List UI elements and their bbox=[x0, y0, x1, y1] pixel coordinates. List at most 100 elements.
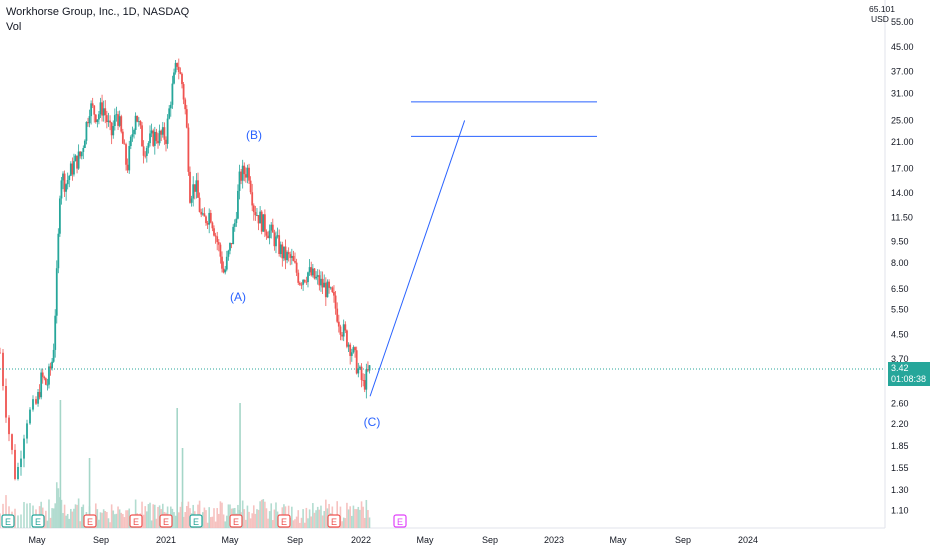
candle-body bbox=[347, 344, 350, 347]
candle-body bbox=[214, 235, 217, 237]
volume-bar bbox=[45, 510, 47, 528]
earnings-marker[interactable]: E bbox=[1, 514, 15, 528]
candle-body bbox=[324, 282, 327, 298]
volume-bar bbox=[115, 513, 118, 528]
candle-body bbox=[94, 114, 97, 123]
candle-body bbox=[117, 114, 119, 126]
wave-label[interactable]: (C) bbox=[364, 415, 381, 429]
candle-body bbox=[315, 276, 317, 279]
earnings-marker[interactable]: E bbox=[83, 514, 97, 528]
volume-bar bbox=[51, 508, 53, 528]
candle-body bbox=[311, 268, 314, 276]
candle-body bbox=[303, 279, 306, 282]
volume-bar bbox=[73, 508, 75, 528]
candle-body bbox=[216, 236, 219, 243]
projection-trend-line[interactable] bbox=[369, 120, 466, 397]
candle-body bbox=[355, 350, 358, 374]
volume-bar bbox=[226, 515, 228, 528]
candle-body bbox=[254, 212, 257, 216]
earnings-marker[interactable]: E bbox=[327, 514, 341, 528]
volume-bar bbox=[260, 499, 263, 528]
earnings-badge bbox=[1, 514, 15, 528]
currency-label: USD bbox=[871, 14, 889, 24]
candle-body bbox=[43, 376, 46, 379]
candle-body bbox=[155, 131, 158, 141]
earnings-marker[interactable]: E bbox=[31, 514, 45, 528]
candle-body bbox=[112, 126, 115, 136]
volume-bar bbox=[187, 501, 190, 528]
volume-bar bbox=[184, 512, 186, 528]
candle-body bbox=[99, 102, 102, 115]
volume-bar bbox=[239, 403, 241, 528]
candle-body bbox=[169, 104, 172, 109]
candle-body bbox=[365, 369, 368, 390]
volume-bar bbox=[179, 506, 182, 528]
candle-body bbox=[241, 165, 244, 181]
earnings-marker[interactable]: E bbox=[129, 514, 143, 528]
candle-body bbox=[66, 180, 69, 185]
volume-bar bbox=[302, 509, 304, 528]
earnings-marker[interactable]: E bbox=[393, 514, 407, 528]
candle-body bbox=[134, 115, 137, 130]
candle-body bbox=[219, 244, 222, 257]
candle-body bbox=[107, 120, 110, 123]
candle-body bbox=[137, 120, 140, 122]
volume-bar bbox=[270, 503, 273, 528]
candle-body bbox=[341, 334, 343, 337]
candlestick-series bbox=[0, 58, 371, 481]
candle-body bbox=[128, 146, 131, 171]
volume-bar bbox=[118, 509, 121, 528]
volume-bar bbox=[26, 503, 28, 528]
volume-bar bbox=[213, 508, 215, 528]
time-tick-label: May bbox=[416, 535, 434, 545]
volume-bar bbox=[346, 502, 348, 528]
candle-body bbox=[65, 184, 68, 192]
volume-bar bbox=[210, 517, 212, 528]
volume-bar bbox=[362, 506, 364, 528]
candle-body bbox=[73, 161, 75, 175]
wave-label[interactable]: (A) bbox=[230, 290, 246, 304]
earnings-marker[interactable]: E bbox=[189, 514, 203, 528]
candle-body bbox=[189, 171, 191, 203]
candle-body bbox=[173, 72, 175, 84]
candle-body bbox=[176, 62, 179, 67]
volume-bar bbox=[321, 515, 324, 528]
wave-label[interactable]: (B) bbox=[246, 128, 262, 142]
volume-bar bbox=[126, 510, 129, 528]
volume-bar bbox=[245, 519, 247, 528]
candle-body bbox=[123, 143, 126, 145]
candle-body bbox=[63, 173, 66, 192]
candle-body bbox=[260, 211, 263, 232]
price-tick-label: 45.00 bbox=[891, 42, 914, 52]
earnings-marker[interactable]: E bbox=[229, 514, 243, 528]
volume-bar bbox=[351, 515, 353, 528]
candle-body bbox=[150, 130, 153, 134]
candle-body bbox=[305, 281, 308, 283]
candle-body bbox=[229, 242, 231, 251]
price-tick-label: 6.50 bbox=[891, 284, 909, 294]
volume-bar bbox=[256, 509, 258, 528]
earnings-marker[interactable]: E bbox=[277, 514, 291, 528]
candle-body bbox=[60, 180, 63, 199]
volume-bar bbox=[368, 517, 371, 528]
price-axis-labels: 55.00 45.00 37.00 31.00 25.00 21.00 17.00 14.00… bbox=[891, 17, 914, 516]
candle-body bbox=[23, 438, 25, 459]
candle-body bbox=[346, 330, 348, 347]
volume-bar bbox=[292, 520, 295, 528]
volume-bar bbox=[49, 517, 52, 528]
volume-bar bbox=[155, 518, 158, 528]
volume-bar bbox=[262, 499, 265, 528]
candle-body bbox=[208, 212, 211, 225]
candle-body bbox=[287, 252, 290, 255]
earnings-marker[interactable]: E bbox=[159, 514, 173, 528]
candle-body bbox=[195, 180, 198, 192]
candle-body bbox=[141, 125, 143, 147]
volume-bar bbox=[79, 521, 81, 528]
candle-body bbox=[74, 155, 77, 162]
volume-bar bbox=[0, 513, 1, 528]
candle-body bbox=[85, 121, 88, 141]
candle-body bbox=[166, 118, 169, 144]
drawings[interactable]: (A) (B) (C) bbox=[230, 101, 597, 429]
